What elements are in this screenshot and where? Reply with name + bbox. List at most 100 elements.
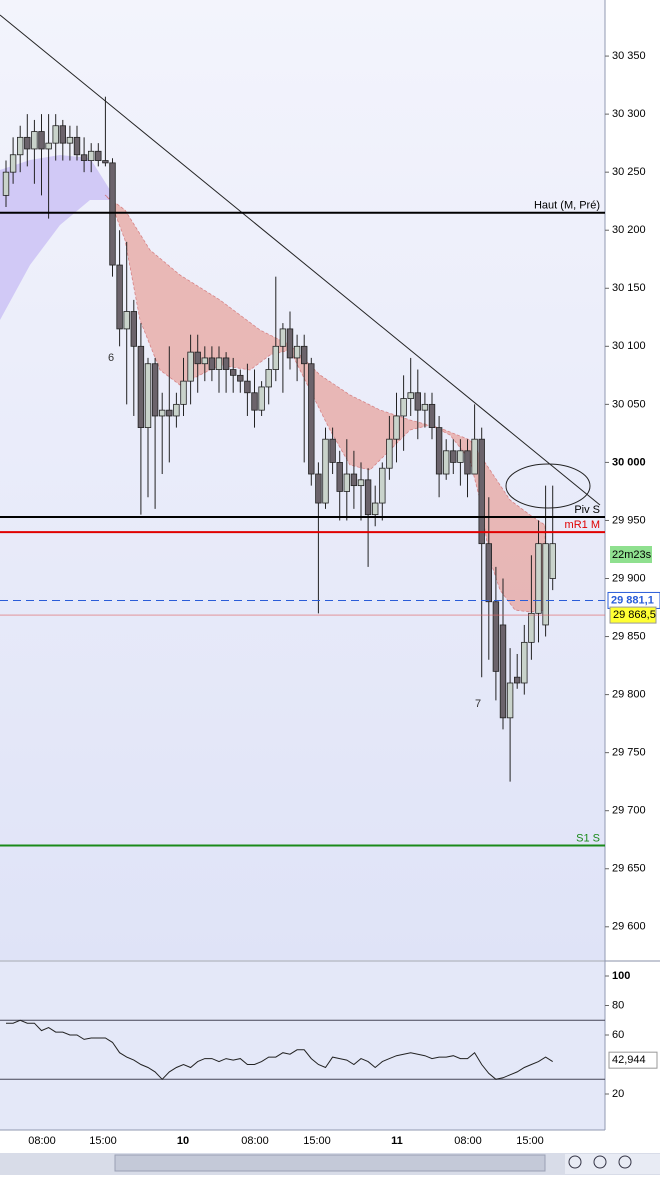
candle-body xyxy=(272,345,279,370)
candle-body xyxy=(471,438,478,475)
candle-body xyxy=(24,136,31,150)
candle-body xyxy=(109,162,116,266)
candle-body xyxy=(88,150,95,161)
candle-body xyxy=(499,624,507,719)
candle-body xyxy=(379,467,386,504)
candle-body xyxy=(357,479,365,487)
candle-body xyxy=(144,363,152,428)
candle-body xyxy=(514,676,521,684)
rsi-line xyxy=(6,1019,553,1081)
candle-body xyxy=(16,136,24,156)
rsi-last-box xyxy=(608,1051,658,1069)
candle-body xyxy=(421,403,429,411)
candle-body xyxy=(73,136,81,156)
level-label: Piv S xyxy=(574,504,600,516)
timer-label: 22m23s xyxy=(612,549,652,561)
y-tick-label: 29 900 xyxy=(612,572,646,584)
candle-body xyxy=(151,363,159,417)
candle-body xyxy=(229,369,237,376)
candle-body xyxy=(80,154,88,161)
x-tick-label: 15:00 xyxy=(89,1135,117,1147)
level-label: mR1 M xyxy=(565,519,600,531)
candle-body xyxy=(286,328,294,359)
candle-body xyxy=(535,543,542,614)
candle-body xyxy=(450,450,457,463)
trend-line xyxy=(0,14,601,506)
candle-body xyxy=(329,438,336,463)
axis-bg xyxy=(605,0,660,1152)
rsi-bg xyxy=(0,962,605,1130)
candle-body xyxy=(322,438,329,504)
candle-body xyxy=(435,427,443,475)
candle-body xyxy=(137,345,145,428)
candle-body xyxy=(9,154,17,173)
candle-body xyxy=(371,502,379,516)
candle-body xyxy=(158,409,166,417)
y-tick-label: 30 000 xyxy=(612,456,646,468)
candle-body xyxy=(549,543,556,579)
candle-body xyxy=(116,264,123,330)
candle-body xyxy=(364,479,372,516)
zoom-tools[interactable] xyxy=(565,1154,660,1174)
rsi-last-label: 42,944 xyxy=(612,1054,646,1066)
candle-body xyxy=(59,125,66,144)
cloud-up xyxy=(0,155,110,320)
candle-body xyxy=(336,462,343,492)
candle-body xyxy=(66,136,74,144)
rsi-tick-label: 80 xyxy=(612,999,624,1011)
y-tick-label: 30 100 xyxy=(612,340,646,352)
y-tick-label: 29 750 xyxy=(612,747,646,759)
candle-body xyxy=(279,328,287,347)
rsi-tick-label: 100 xyxy=(612,970,630,982)
candle-body xyxy=(393,415,400,440)
candle-body xyxy=(343,473,350,492)
candle-body xyxy=(315,473,322,504)
candle-body xyxy=(293,345,301,359)
y-tick-label: 30 050 xyxy=(612,398,646,410)
candle-body xyxy=(52,125,59,144)
x-tick-label: 08:00 xyxy=(28,1135,56,1147)
candle-body xyxy=(194,351,201,365)
x-tick-label: 15:00 xyxy=(516,1135,544,1147)
candle-body xyxy=(166,409,173,417)
candle-body xyxy=(95,150,102,161)
candle-body xyxy=(308,363,315,475)
candle-body xyxy=(464,450,471,475)
rsi-tick-label: 60 xyxy=(612,1029,624,1041)
candle-body xyxy=(180,380,187,405)
candle-body xyxy=(173,403,180,417)
candle-body xyxy=(31,131,38,150)
candle-body xyxy=(258,386,265,411)
y-tick-label: 30 300 xyxy=(612,108,646,120)
level-label: Haut (M, Pré) xyxy=(534,200,600,212)
candle-body xyxy=(300,345,308,365)
y-tick-label: 30 200 xyxy=(612,224,646,236)
candle-body xyxy=(251,392,258,411)
candle-body xyxy=(542,543,549,626)
bid-price-label: 29 868,5 xyxy=(613,609,656,621)
candle-body xyxy=(45,142,52,150)
candle-body xyxy=(400,398,407,417)
time-axis-bg xyxy=(0,1130,660,1152)
y-tick-label: 29 950 xyxy=(612,514,646,526)
y-tick-label: 29 650 xyxy=(612,863,646,875)
candle-body xyxy=(38,131,45,150)
scroll-thumb[interactable] xyxy=(114,1154,546,1172)
signal-label: 7 xyxy=(475,698,481,710)
x-tick-label: 08:00 xyxy=(241,1135,269,1147)
candle-body xyxy=(215,357,223,370)
y-tick-label: 30 150 xyxy=(612,282,646,294)
candle-body xyxy=(2,171,10,196)
candle-body xyxy=(457,450,464,463)
candle-body xyxy=(386,438,393,469)
candle-body xyxy=(521,641,528,684)
candle-body xyxy=(201,357,208,365)
candle-body xyxy=(187,351,194,382)
candle-body xyxy=(244,380,251,394)
candle-body xyxy=(428,403,436,428)
candle-body xyxy=(506,682,514,719)
candle-body xyxy=(350,473,358,487)
last-price-label: 29 881,1 xyxy=(611,594,654,606)
